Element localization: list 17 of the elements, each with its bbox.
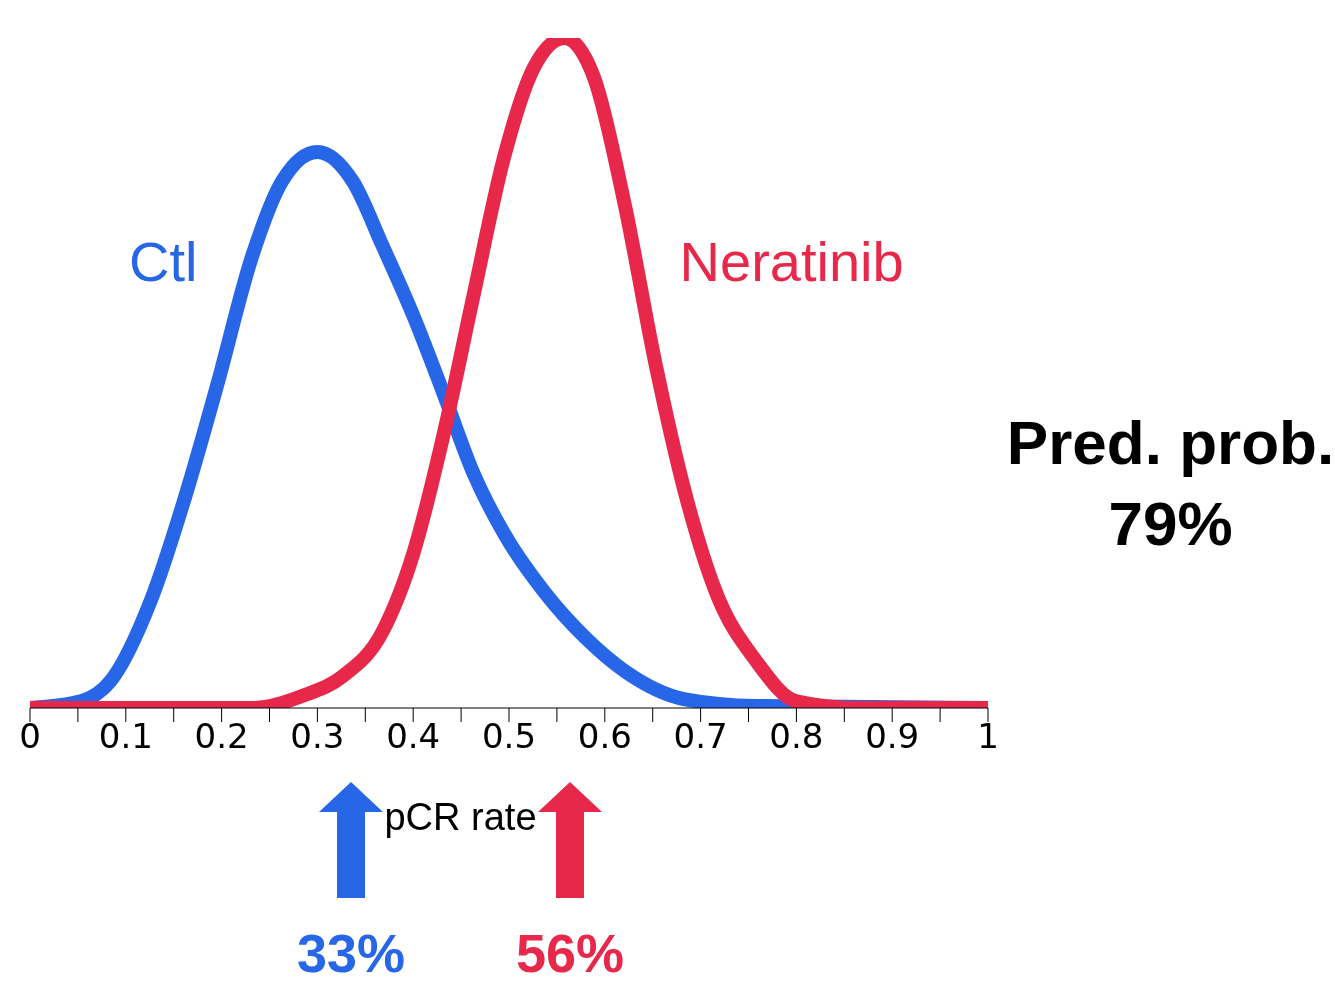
x-tick-label: 0 [19, 716, 41, 757]
x-axis-title: pCR rate [384, 796, 537, 839]
series-label: Neratinib [679, 229, 904, 295]
x-tick-label: 1 [977, 716, 999, 757]
text: 56% [515, 922, 625, 982]
text: Pred. prob. 79% [1005, 407, 1335, 560]
x-tick-label: 0.4 [386, 716, 441, 757]
text: 33% [296, 922, 406, 982]
x-tick-label: 0.1 [98, 716, 153, 757]
x-tick-label: 0.9 [865, 716, 920, 757]
x-tick-label: 0.8 [769, 716, 824, 757]
series-label: Ctl [128, 229, 198, 295]
x-tick-label: 0.7 [673, 716, 728, 757]
x-tick-label: 0.5 [481, 716, 537, 757]
x-tick-label: 0.3 [290, 716, 345, 757]
x-tick-label: 0.2 [194, 716, 249, 757]
x-tick-label: 0.6 [577, 716, 632, 757]
